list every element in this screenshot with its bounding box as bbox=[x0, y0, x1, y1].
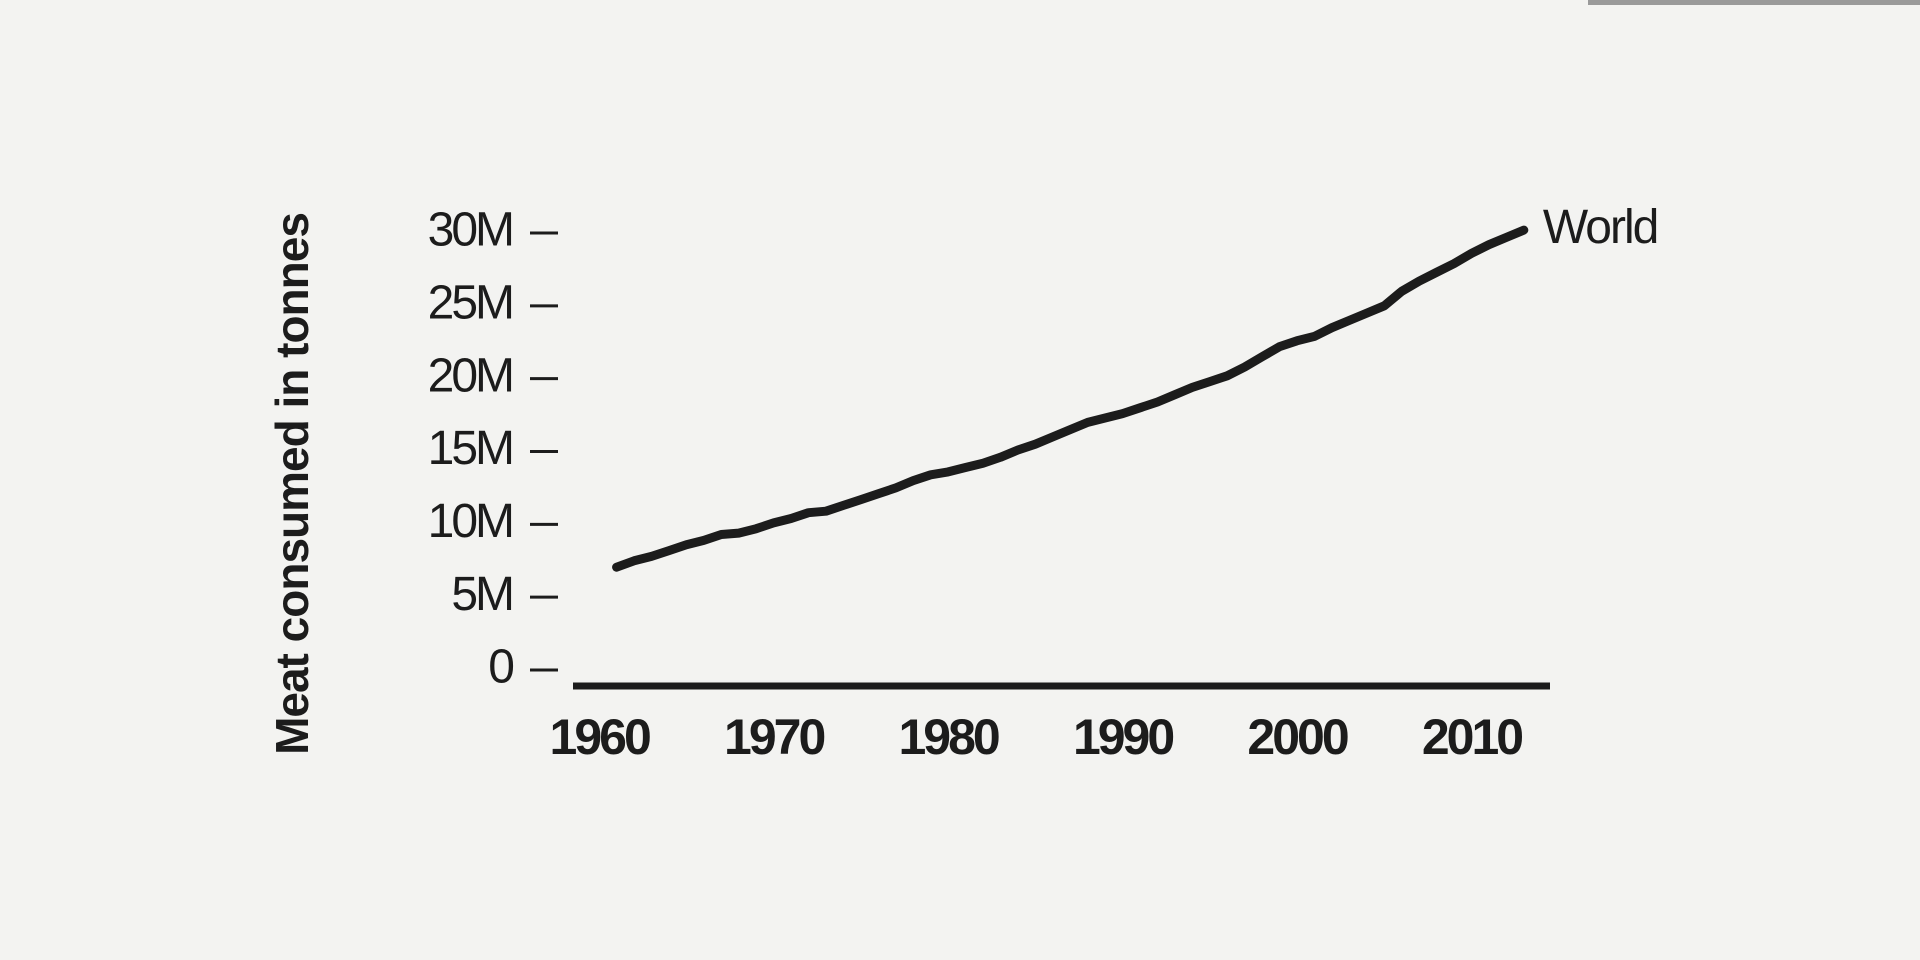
series-label: World bbox=[1543, 201, 1657, 254]
x-tick-label: 1970 bbox=[724, 709, 824, 765]
y-tick-label: 15M bbox=[428, 422, 512, 475]
y-tick-label: 20M bbox=[428, 349, 512, 402]
x-tick-label: 1980 bbox=[898, 709, 998, 765]
y-tick-label: 25M bbox=[428, 277, 512, 330]
y-tick-label: 0 bbox=[488, 641, 513, 694]
y-tick-label: 30M bbox=[428, 204, 512, 257]
y-tick-label: 10M bbox=[428, 495, 512, 548]
top-bar bbox=[1588, 0, 1920, 5]
y-axis-label: Meat consumed in tonnes bbox=[266, 213, 318, 755]
x-tick-label: 1990 bbox=[1073, 709, 1173, 765]
x-tick-label: 2000 bbox=[1247, 709, 1347, 765]
x-tick-label: 2010 bbox=[1422, 709, 1522, 765]
x-tick-label: 1960 bbox=[550, 709, 650, 765]
y-tick-label: 5M bbox=[451, 568, 512, 621]
line-series bbox=[612, 225, 1529, 572]
